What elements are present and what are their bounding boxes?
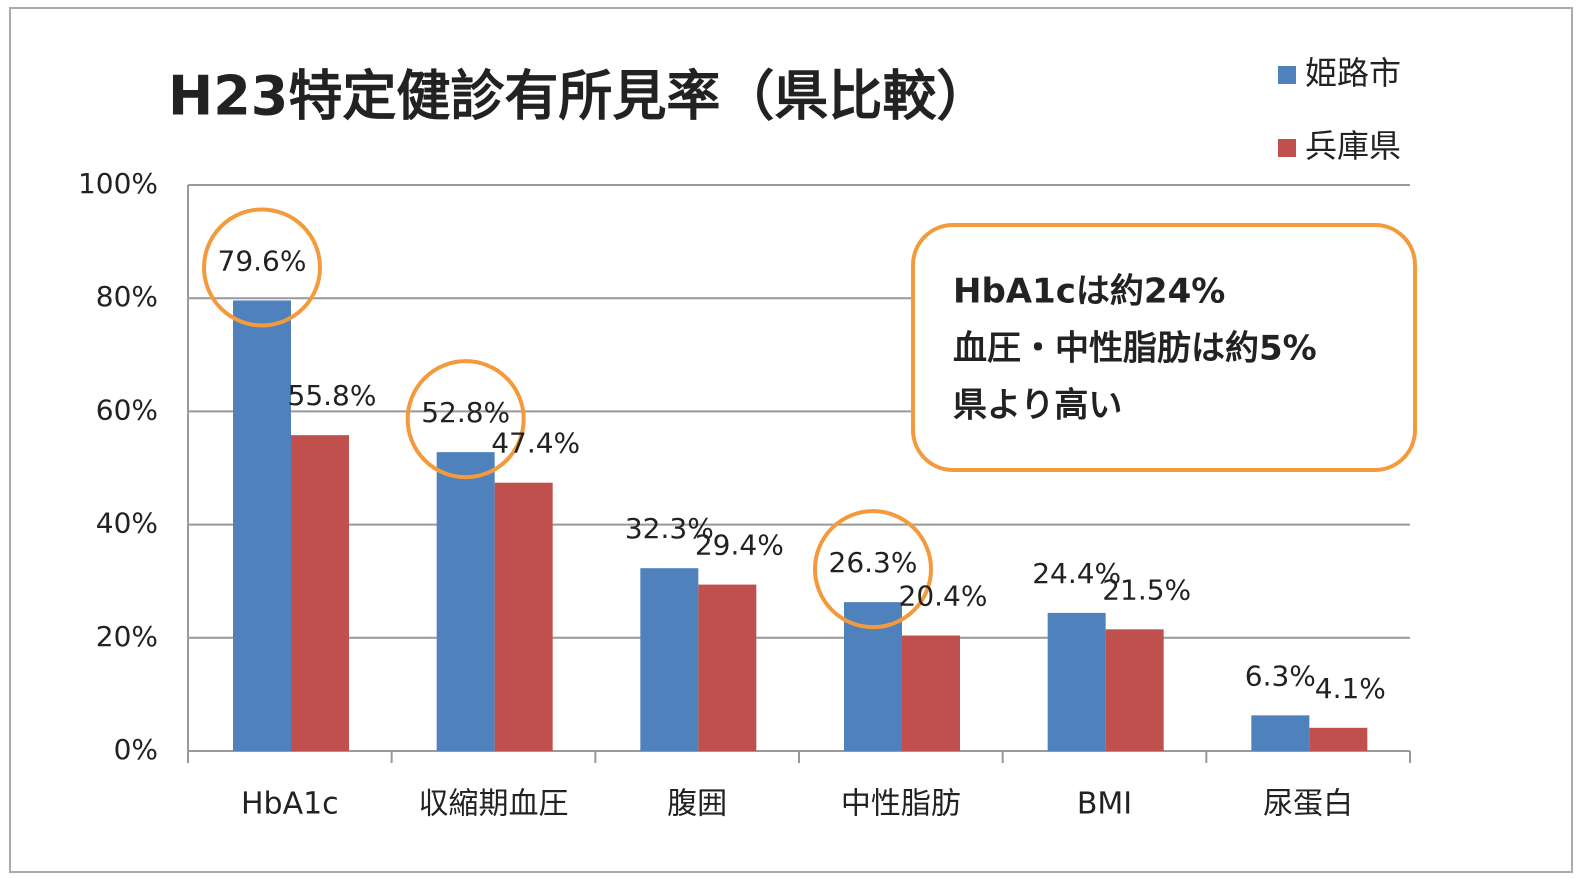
- x-tick-label: 中性脂肪: [841, 787, 961, 822]
- y-tick-label: 20%: [96, 620, 158, 653]
- x-tick-label: 収縮期血圧: [419, 787, 569, 822]
- bar: [1251, 715, 1310, 751]
- bar: [233, 300, 291, 751]
- data-label: 79.6%: [218, 244, 307, 277]
- highlight-circle: [813, 509, 933, 630]
- data-label: 26.3%: [829, 546, 918, 579]
- bar: [291, 435, 349, 751]
- legend-swatch: [1278, 139, 1296, 157]
- bar: [1105, 629, 1164, 751]
- annotation-text: HbA1cは約24%: [953, 272, 1225, 312]
- legend-swatch: [1278, 66, 1296, 84]
- data-label: 52.8%: [421, 396, 510, 429]
- data-label: 24.4%: [1032, 557, 1121, 590]
- data-label: 21.5%: [1102, 573, 1191, 606]
- bar: [494, 482, 553, 751]
- data-label: 4.1%: [1315, 672, 1386, 705]
- x-tick-label: 尿蛋白: [1263, 787, 1353, 822]
- bar: [902, 635, 960, 751]
- highlight-circle: [202, 207, 322, 328]
- data-label: 47.4%: [491, 427, 580, 460]
- highlight-circle: [405, 359, 526, 480]
- chart-title: H23特定健診有所見率（県比較）: [168, 65, 990, 128]
- x-tick-label: 腹囲: [667, 787, 727, 822]
- y-tick-label: 60%: [96, 393, 158, 426]
- bar: [1309, 727, 1368, 751]
- annotation-box: [911, 223, 1417, 472]
- annotation-text: 血圧・中性脂肪は約5%: [953, 329, 1317, 369]
- y-tick-label: 40%: [96, 507, 158, 540]
- bar: [640, 568, 699, 751]
- y-tick-label: 100%: [78, 167, 158, 200]
- bar: [1047, 612, 1106, 751]
- bar: [436, 452, 495, 751]
- x-tick-label: HbA1c: [241, 787, 339, 822]
- data-label: 55.8%: [288, 379, 377, 412]
- legend-label: 姫路市: [1305, 54, 1401, 92]
- data-label: 20.4%: [899, 580, 988, 613]
- data-label: 32.3%: [625, 512, 714, 545]
- legend-label: 兵庫県: [1305, 127, 1401, 165]
- data-label: 6.3%: [1245, 659, 1316, 692]
- bar: [698, 584, 757, 751]
- y-tick-label: 0%: [114, 733, 158, 766]
- y-tick-label: 80%: [96, 280, 158, 313]
- x-tick-label: BMI: [1077, 787, 1132, 822]
- annotation-text: 県より高い: [953, 386, 1122, 426]
- data-label: 29.4%: [695, 529, 784, 562]
